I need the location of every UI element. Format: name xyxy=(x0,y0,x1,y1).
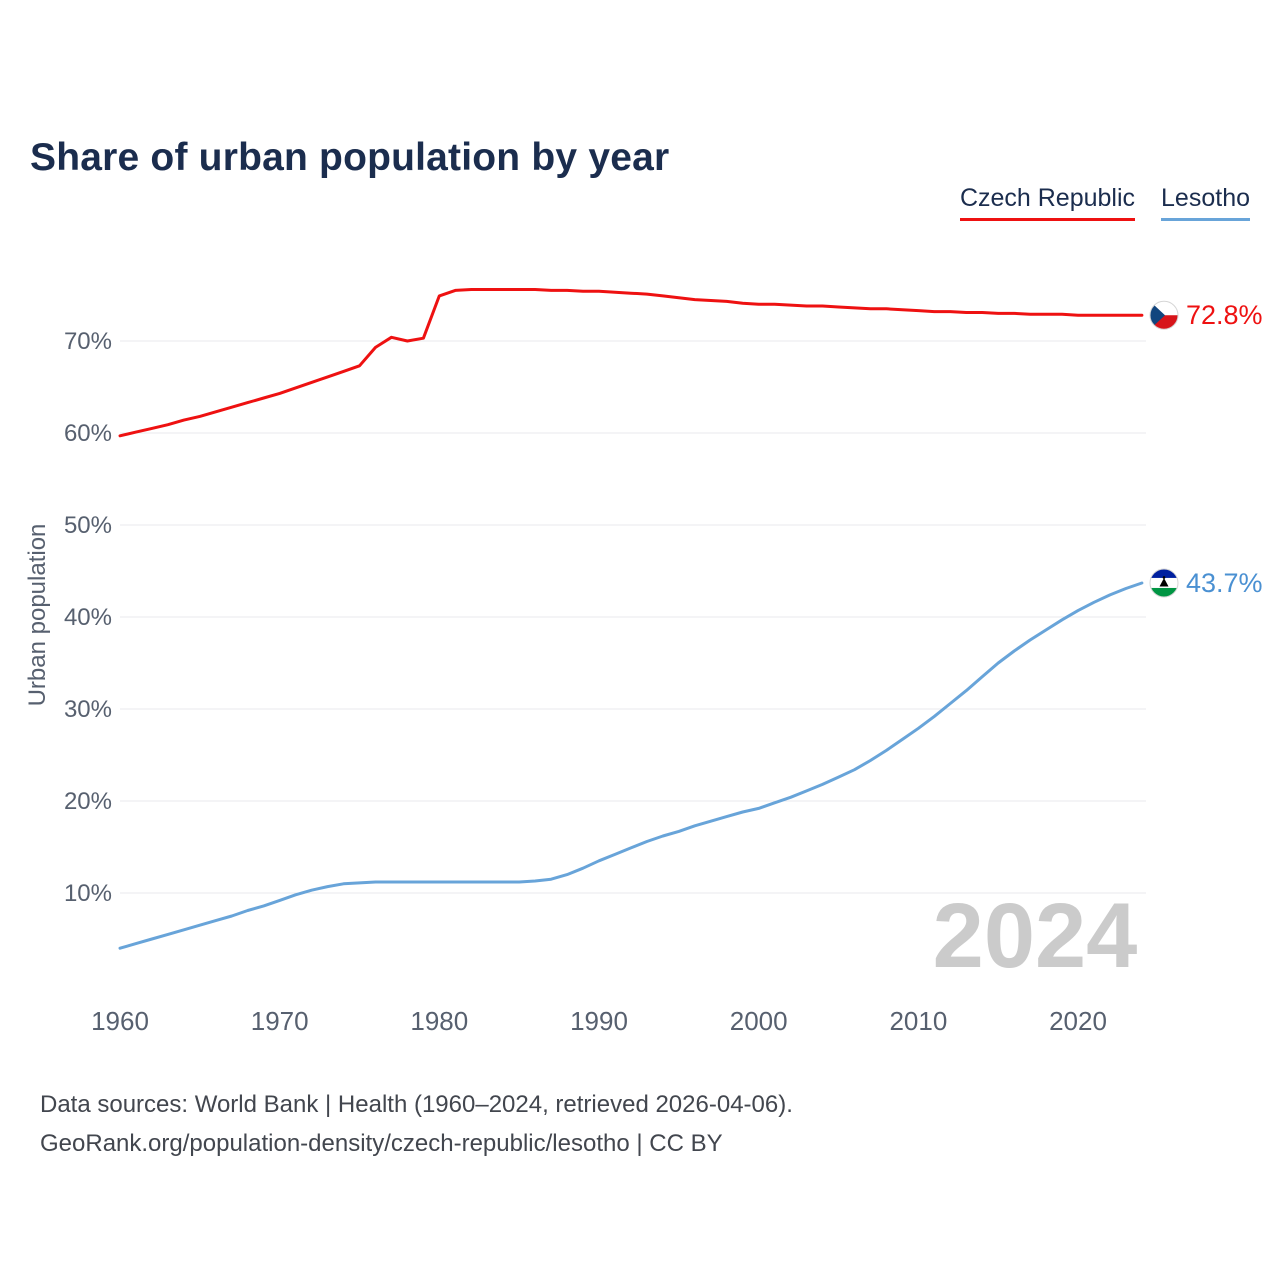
lesotho-flag-border xyxy=(1149,568,1179,598)
end-value-label-lesotho: 43.7% xyxy=(1186,568,1263,598)
x-tick-label: 1960 xyxy=(91,1006,149,1036)
series-line-lesotho xyxy=(118,581,1144,950)
x-tick-label: 2000 xyxy=(730,1006,788,1036)
x-tick-label: 2010 xyxy=(889,1006,947,1036)
end-value-label-czech-republic: 72.8% xyxy=(1186,300,1263,330)
x-tick-label: 1990 xyxy=(570,1006,628,1036)
legend-item-czech-republic[interactable]: Czech Republic xyxy=(959,184,1136,221)
x-tick-label: 1970 xyxy=(251,1006,309,1036)
lesotho-flag-icon xyxy=(1150,568,1178,597)
y-tick-label: 10% xyxy=(64,880,112,907)
legend-item-lesotho[interactable]: Lesotho xyxy=(1161,184,1250,221)
data-source-line: Data sources: World Bank | Health (1960–… xyxy=(40,1091,793,1118)
y-tick-label: 30% xyxy=(64,696,112,723)
y-tick-label: 50% xyxy=(64,512,112,539)
x-tick-label: 2020 xyxy=(1049,1006,1107,1036)
x-tick-label: 1980 xyxy=(410,1006,468,1036)
y-tick-label: 40% xyxy=(64,604,112,631)
chart-canvas: 10% 20% 30% 40% 50% 60% 70% 1960 1970 1980 1990 200… xyxy=(24,288,1263,1036)
y-tick-label: 70% xyxy=(64,328,112,355)
czech-republic-flag-icon xyxy=(1150,301,1178,330)
series-line-czech-republic xyxy=(118,288,1144,438)
footer: Data sources: World Bank | Health (1960–… xyxy=(40,1086,793,1164)
chart-title: Share of urban population by year xyxy=(30,136,670,180)
watermark-year: 2024 xyxy=(933,885,1138,987)
y-axis-label: Urban population xyxy=(24,524,51,707)
y-tick-label: 60% xyxy=(64,420,112,447)
y-tick-label: 20% xyxy=(64,788,112,815)
czech-republic-flag-border xyxy=(1149,300,1179,330)
legend: Czech Republic Lesotho xyxy=(959,184,1250,221)
attribution-line: GeoRank.org/population-density/czech-rep… xyxy=(40,1129,723,1157)
